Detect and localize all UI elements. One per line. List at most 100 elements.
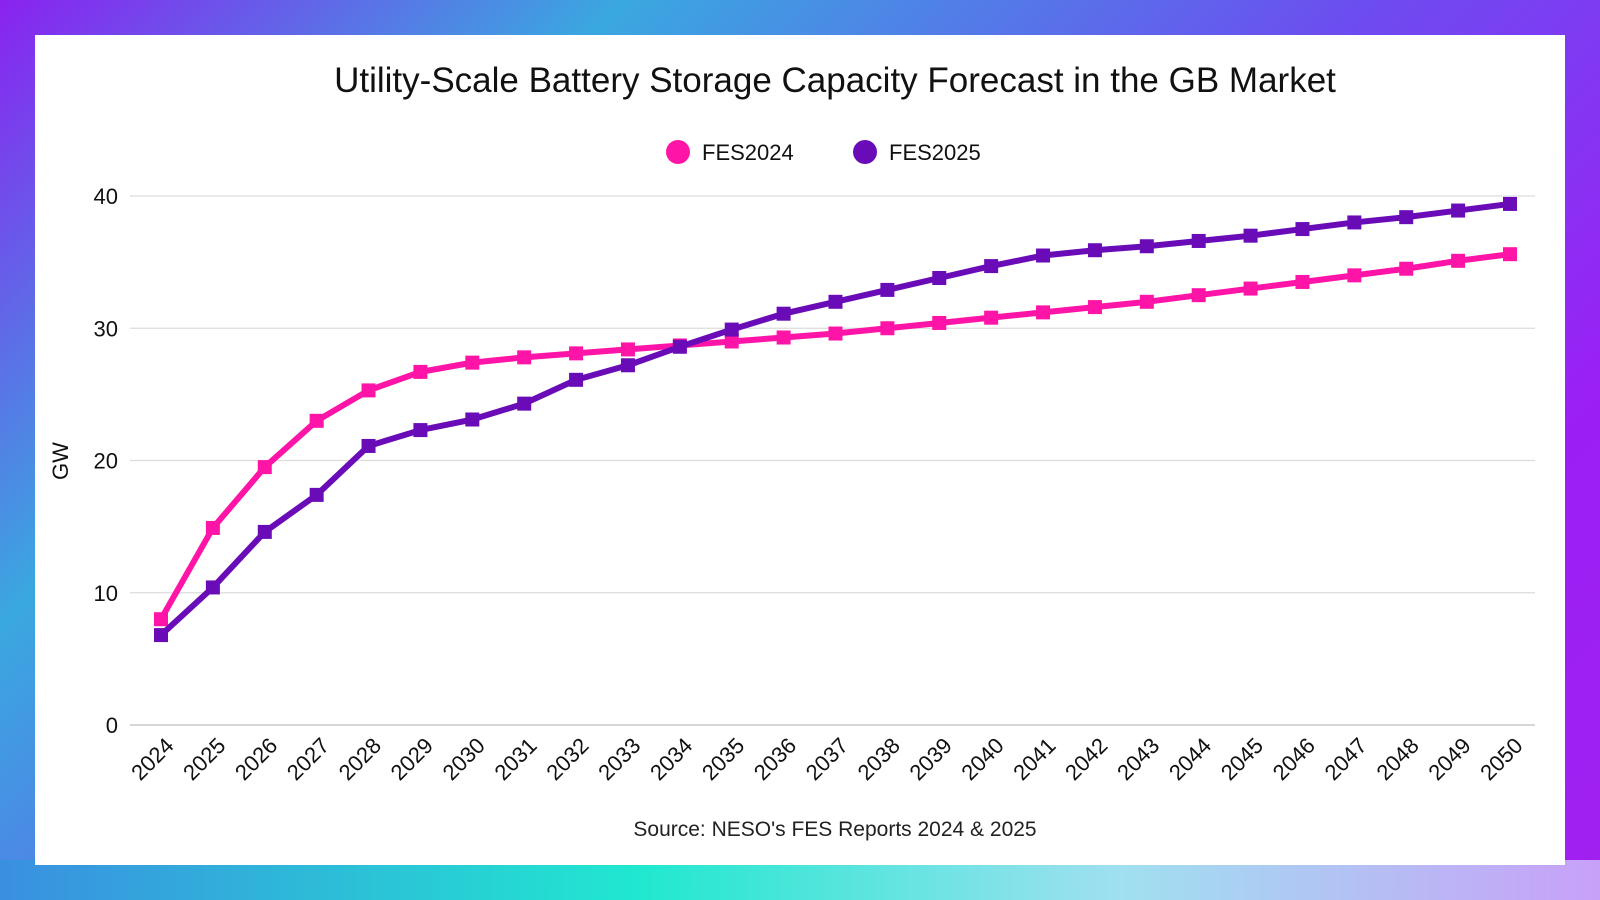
data-point [828, 326, 843, 341]
data-point [984, 259, 999, 274]
data-point [1036, 305, 1051, 320]
data-point [569, 346, 584, 361]
y-tick-label: 20 [94, 449, 118, 474]
x-tick-label: 2035 [697, 733, 749, 785]
chart-title: Utility-Scale Battery Storage Capacity F… [334, 61, 1336, 100]
data-point [1036, 248, 1051, 263]
y-tick-label: 40 [94, 184, 118, 209]
data-point [1243, 281, 1258, 296]
data-point [880, 282, 895, 297]
data-point [465, 412, 480, 427]
data-point [1503, 247, 1517, 262]
data-point [1191, 233, 1206, 248]
x-tick-label: 2050 [1475, 733, 1527, 785]
data-point [1191, 288, 1206, 303]
data-point [724, 334, 739, 349]
data-point [932, 270, 947, 285]
data-point [154, 612, 168, 627]
data-point [880, 321, 895, 336]
data-point [1399, 210, 1414, 225]
data-point [1295, 274, 1310, 289]
x-tick-label: 2039 [905, 733, 957, 785]
x-tick-label: 2030 [438, 733, 490, 785]
data-point [1451, 253, 1466, 268]
data-point [257, 524, 272, 539]
data-point [776, 330, 791, 345]
x-tick-label: 2044 [1164, 733, 1216, 785]
x-axis-ticks: 2024 2025 2026 2027 2028 2029 2030 2031 2032 2033… [126, 733, 1527, 785]
data-point [1087, 243, 1102, 258]
x-tick-label: 2049 [1423, 733, 1475, 785]
x-tick-label: 2033 [593, 733, 645, 785]
data-point [569, 372, 584, 387]
x-tick-label: 2047 [1320, 733, 1372, 785]
data-point [154, 628, 168, 643]
x-tick-label: 2034 [645, 733, 697, 785]
y-axis-label: GW [48, 442, 73, 480]
data-point [1399, 261, 1414, 276]
legend-label: FES2024 [702, 140, 794, 165]
x-tick-label: 2024 [126, 733, 178, 785]
legend: FES2024 FES2025 [666, 140, 981, 165]
data-point [984, 310, 999, 325]
x-tick-label: 2043 [1112, 733, 1164, 785]
x-tick-label: 2025 [178, 733, 230, 785]
data-point [620, 342, 635, 357]
data-point [1503, 196, 1517, 211]
data-point [1347, 215, 1362, 230]
data-point [517, 396, 532, 411]
x-tick-label: 2028 [334, 733, 386, 785]
x-tick-label: 2029 [386, 733, 438, 785]
data-point [517, 350, 532, 365]
chart-panel [35, 35, 1565, 865]
data-point [932, 315, 947, 330]
data-point [620, 358, 635, 373]
data-point [1139, 239, 1154, 254]
series-group [154, 196, 1517, 643]
data-point [828, 294, 843, 309]
data-point [1243, 228, 1258, 243]
data-point [413, 364, 428, 379]
x-tick-label: 2041 [1008, 733, 1060, 785]
y-tick-label: 30 [94, 316, 118, 341]
source-note: Source: NESO's FES Reports 2024 & 2025 [633, 818, 1036, 841]
x-tick-label: 2048 [1371, 733, 1423, 785]
data-point [1347, 268, 1362, 283]
x-tick-label: 2037 [801, 733, 853, 785]
data-point [465, 355, 480, 370]
x-tick-label: 2032 [541, 733, 593, 785]
data-point [1087, 300, 1102, 315]
y-axis-ticks: 0 10 20 30 40 [94, 184, 118, 738]
data-point [309, 487, 324, 502]
x-tick-label: 2046 [1268, 733, 1320, 785]
data-point [724, 322, 739, 337]
y-tick-label: 10 [94, 581, 118, 606]
data-point [413, 423, 428, 438]
data-point [1451, 203, 1466, 218]
data-point [1295, 222, 1310, 237]
data-point [1139, 294, 1154, 309]
data-point [205, 520, 220, 535]
series-line [158, 251, 1511, 621]
legend-marker [666, 140, 690, 164]
series-line [158, 200, 1511, 638]
data-point [361, 383, 376, 398]
x-tick-label: 2042 [1060, 733, 1112, 785]
x-tick-label: 2031 [489, 733, 541, 785]
y-tick-label: 0 [106, 713, 118, 738]
data-point [309, 413, 324, 428]
data-point [361, 438, 376, 453]
legend-label: FES2025 [889, 140, 981, 165]
x-tick-label: 2026 [230, 733, 282, 785]
x-tick-label: 2040 [956, 733, 1008, 785]
series-fes2024 [154, 247, 1517, 627]
legend-marker [853, 140, 877, 164]
data-point [205, 580, 220, 595]
data-point [672, 339, 687, 354]
data-point [257, 460, 272, 475]
background-gradient [0, 860, 1600, 900]
x-tick-label: 2027 [282, 733, 334, 785]
gridlines [130, 195, 1535, 726]
series-fes2025 [154, 196, 1517, 643]
